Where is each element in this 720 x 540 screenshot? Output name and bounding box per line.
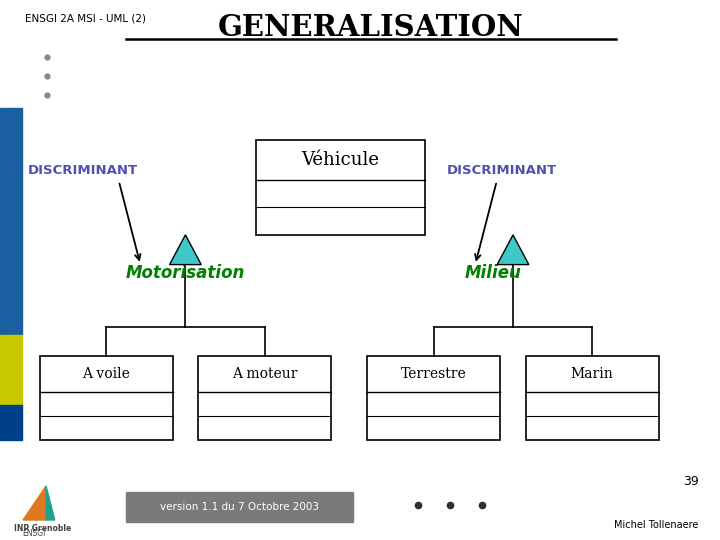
Text: ENSGI 2A MSI - UML (2): ENSGI 2A MSI - UML (2) bbox=[25, 14, 146, 24]
Text: 39: 39 bbox=[683, 475, 698, 488]
Text: Véhicule: Véhicule bbox=[301, 151, 379, 169]
Bar bbox=[198, 356, 331, 440]
Bar bbox=[0, 405, 22, 440]
Text: Motorisation: Motorisation bbox=[126, 264, 246, 282]
Text: A moteur: A moteur bbox=[232, 367, 297, 381]
Bar bbox=[526, 356, 659, 440]
Text: Michel Tollenaere: Michel Tollenaere bbox=[614, 520, 698, 530]
Polygon shape bbox=[23, 486, 46, 520]
Text: Marin: Marin bbox=[571, 367, 613, 381]
Bar bbox=[0, 335, 22, 405]
Text: INP Grenoble: INP Grenoble bbox=[14, 524, 72, 532]
Polygon shape bbox=[170, 235, 202, 265]
Text: ENSGI: ENSGI bbox=[22, 529, 45, 538]
Text: Milieu: Milieu bbox=[464, 264, 521, 282]
Text: A voile: A voile bbox=[82, 367, 130, 381]
Bar bbox=[40, 356, 173, 440]
Text: DISCRIMINANT: DISCRIMINANT bbox=[27, 164, 138, 177]
Text: version 1.1 du 7 Octobre 2003: version 1.1 du 7 Octobre 2003 bbox=[161, 502, 319, 511]
Polygon shape bbox=[46, 486, 55, 520]
Text: GENERALISATION: GENERALISATION bbox=[218, 14, 523, 43]
Bar bbox=[367, 356, 500, 440]
Bar bbox=[256, 140, 425, 235]
Text: DISCRIMINANT: DISCRIMINANT bbox=[446, 164, 557, 177]
Text: Terrestre: Terrestre bbox=[401, 367, 467, 381]
Bar bbox=[0, 108, 22, 335]
Polygon shape bbox=[498, 235, 528, 265]
Bar bbox=[126, 492, 353, 522]
